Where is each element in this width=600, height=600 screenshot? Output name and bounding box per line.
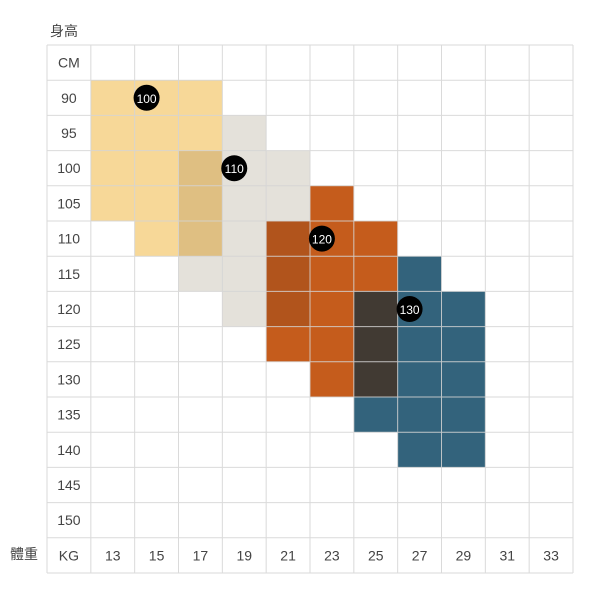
size-cell-100 <box>178 80 223 116</box>
size-badge-label: 110 <box>225 162 244 176</box>
x-tick-label: 29 <box>456 547 472 563</box>
size-cell-120 <box>310 256 354 292</box>
size-cell-130 <box>441 361 486 397</box>
size-cell-100 <box>134 115 179 151</box>
size-cell-110 <box>266 150 310 186</box>
size-cell-120 <box>310 185 354 221</box>
y-tick-label: 125 <box>57 336 81 352</box>
size-cell-120 <box>310 291 354 327</box>
x-tick-label: 15 <box>149 547 165 563</box>
size-cell-130 <box>353 397 398 433</box>
y-tick-label: 120 <box>57 301 81 317</box>
size-cell-130 <box>441 432 486 468</box>
size-cell-110-120 <box>266 256 310 292</box>
y-tick-label: 105 <box>57 195 81 211</box>
size-cell-100 <box>90 115 135 151</box>
size-cell-100 <box>90 80 135 116</box>
y-tick-label: 110 <box>58 231 81 247</box>
y-unit-label: CM <box>58 55 80 71</box>
size-cell-120-130 <box>353 326 398 362</box>
size-cell-130 <box>397 432 442 468</box>
size-cell-120 <box>310 326 354 362</box>
x-axis-label: 體重 <box>10 546 38 562</box>
x-tick-label: 33 <box>543 547 559 563</box>
x-tick-label: 21 <box>280 547 296 563</box>
size-cell-100 <box>134 185 179 221</box>
size-cell-110-120 <box>266 291 310 327</box>
y-tick-label: 145 <box>57 477 81 493</box>
size-cell-120 <box>353 221 398 257</box>
size-cell-110 <box>266 185 310 221</box>
size-cell-130 <box>441 291 486 327</box>
x-unit-label: KG <box>59 547 79 563</box>
size-badge <box>133 84 160 111</box>
size-cell-120 <box>353 256 398 292</box>
size-cell-120 <box>266 326 310 362</box>
y-tick-label: 95 <box>61 125 77 141</box>
size-badge-label: 120 <box>312 233 332 247</box>
size-cell-100 <box>90 150 135 186</box>
y-tick-label: 100 <box>57 160 81 176</box>
y-tick-label: 135 <box>57 407 81 423</box>
y-tick-label: 115 <box>58 266 81 282</box>
size-cell-100 <box>178 115 223 151</box>
size-badge <box>308 225 335 252</box>
size-cell-100-110 <box>178 221 223 257</box>
size-cell-130 <box>397 256 442 292</box>
size-cell-130 <box>397 326 442 362</box>
x-tick-label: 31 <box>499 547 515 563</box>
size-cell-100-110 <box>178 185 223 221</box>
y-tick-label: 130 <box>57 371 81 387</box>
y-axis-label: 身高 <box>50 23 78 39</box>
x-tick-label: 27 <box>412 547 428 563</box>
size-badge-label: 100 <box>137 92 157 106</box>
size-cell-110-120 <box>266 221 310 257</box>
size-cell-130 <box>441 397 486 433</box>
y-tick-label: 90 <box>61 90 77 106</box>
y-tick-label: 140 <box>57 442 81 458</box>
size-cell-120-130 <box>353 361 398 397</box>
size-cell-110 <box>222 256 267 292</box>
x-tick-label: 17 <box>193 547 209 563</box>
size-badge-label: 130 <box>400 303 420 317</box>
size-cell-110 <box>222 221 267 257</box>
size-cell-100 <box>90 185 135 221</box>
size-cell-130 <box>441 326 486 362</box>
size-cell-130 <box>397 361 442 397</box>
x-tick-label: 25 <box>368 547 384 563</box>
size-cell-120 <box>310 361 354 397</box>
size-badge <box>221 155 248 182</box>
size-cell-100 <box>134 221 179 257</box>
y-tick-label: 150 <box>57 512 81 528</box>
size-cell-120-130 <box>353 291 398 327</box>
size-cell-100 <box>134 150 179 186</box>
x-tick-label: 13 <box>105 547 121 563</box>
size-cell-110 <box>222 115 267 151</box>
size-cell-110 <box>222 291 267 327</box>
size-badge <box>396 296 423 322</box>
size-cell-110 <box>178 256 223 292</box>
x-tick-label: 19 <box>236 547 252 563</box>
x-tick-label: 23 <box>324 547 340 563</box>
size-cell-110 <box>222 185 267 221</box>
size-cell-130 <box>397 397 442 433</box>
size-cell-100-110 <box>178 150 223 186</box>
